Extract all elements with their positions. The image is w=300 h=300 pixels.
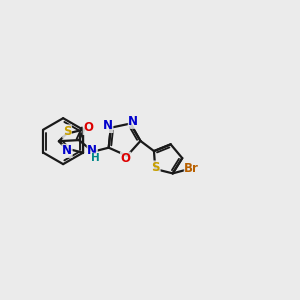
Text: O: O	[121, 152, 130, 165]
Text: N: N	[128, 115, 138, 128]
Text: Br: Br	[184, 162, 199, 175]
Text: N: N	[87, 144, 97, 157]
Text: S: S	[152, 161, 160, 174]
Text: N: N	[62, 144, 72, 158]
Text: H: H	[92, 153, 100, 163]
Text: O: O	[83, 122, 93, 134]
Text: S: S	[63, 125, 71, 138]
Text: N: N	[103, 119, 113, 133]
